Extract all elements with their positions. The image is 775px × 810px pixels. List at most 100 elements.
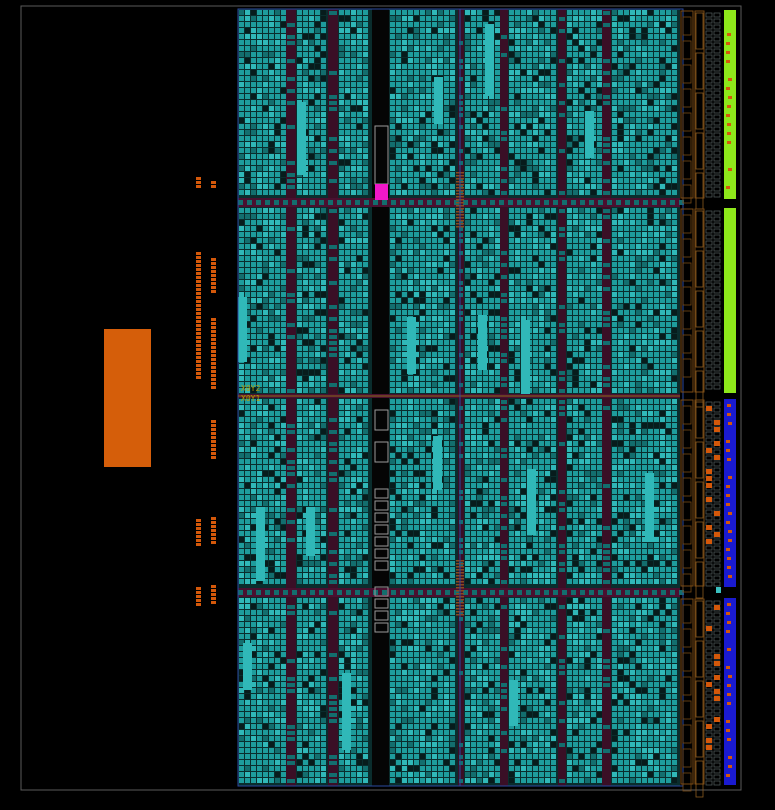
logic-cell xyxy=(533,382,538,387)
logic-cell xyxy=(281,244,286,249)
logic-cell xyxy=(402,549,407,554)
logic-cell xyxy=(245,388,250,393)
logic-cell xyxy=(432,154,437,159)
logic-cell xyxy=(585,250,590,255)
logic-cell xyxy=(303,513,308,518)
logic-cell xyxy=(390,340,395,345)
logic-cell xyxy=(471,160,476,165)
logic-cell xyxy=(402,112,407,117)
logic-cell xyxy=(509,142,514,147)
logic-cell xyxy=(303,543,308,548)
logic-cell xyxy=(501,329,507,333)
logic-cell xyxy=(390,16,395,21)
logic-cell xyxy=(618,184,623,189)
logic-cell xyxy=(275,304,280,309)
logic-cell xyxy=(269,507,274,512)
logic-cell xyxy=(414,316,419,321)
logic-cell xyxy=(660,40,665,45)
logic-cell xyxy=(251,220,256,225)
logic-cell xyxy=(521,304,526,309)
logic-cell xyxy=(501,137,507,141)
logic-cell xyxy=(339,190,344,195)
logic-cell xyxy=(287,508,295,512)
logic-cell xyxy=(495,46,500,51)
logic-cell xyxy=(573,88,578,93)
logic-cell xyxy=(363,256,368,261)
logic-cell xyxy=(495,28,500,33)
logic-cell xyxy=(666,136,671,141)
logic-cell xyxy=(420,405,425,410)
logic-cell xyxy=(390,399,395,404)
logic-cell xyxy=(287,466,295,470)
logic-cell xyxy=(648,346,653,351)
fpga-fabric[interactable] xyxy=(237,8,684,787)
logic-cell xyxy=(251,34,256,39)
logic-cell xyxy=(357,388,362,393)
logic-cell xyxy=(624,94,629,99)
logic-cell xyxy=(402,52,407,57)
logic-cell xyxy=(281,46,286,51)
logic-cell xyxy=(339,280,344,285)
logic-cell xyxy=(559,251,565,255)
logic-cell xyxy=(527,64,532,69)
logic-cell xyxy=(281,447,286,452)
logic-cell xyxy=(426,256,431,261)
logic-cell xyxy=(636,166,641,171)
logic-cell xyxy=(251,358,256,363)
logic-cell xyxy=(432,10,437,15)
logic-cell xyxy=(414,82,419,87)
logic-cell xyxy=(432,513,437,518)
logic-cell xyxy=(426,94,431,99)
logic-cell xyxy=(642,244,647,249)
logic-cell xyxy=(539,178,544,183)
logic-cell xyxy=(432,382,437,387)
logic-cell xyxy=(642,130,647,135)
logic-cell xyxy=(239,543,244,548)
logic-cell xyxy=(351,477,356,482)
logic-cell xyxy=(351,172,356,177)
logic-cell xyxy=(414,268,419,273)
logic-cell xyxy=(648,310,653,315)
clock-region-row[interactable] xyxy=(238,207,677,398)
logic-cell xyxy=(444,52,449,57)
logic-cell xyxy=(438,405,443,410)
logic-cell xyxy=(654,298,659,303)
logic-cell xyxy=(545,244,550,249)
logic-cell xyxy=(465,82,470,87)
logic-cell xyxy=(408,94,413,99)
logic-cell xyxy=(630,376,635,381)
logic-cell xyxy=(465,471,470,476)
logic-cell xyxy=(642,16,647,21)
logic-cell xyxy=(269,46,274,51)
logic-cell xyxy=(251,310,256,315)
logic-cell xyxy=(471,417,476,422)
logic-cell xyxy=(618,382,623,387)
logic-cell xyxy=(251,178,256,183)
logic-cell xyxy=(281,112,286,117)
clock-region-row[interactable] xyxy=(239,398,677,588)
logic-cell xyxy=(339,148,344,153)
logic-cell xyxy=(465,112,470,117)
logic-cell xyxy=(408,100,413,105)
logic-cell xyxy=(426,399,431,404)
logic-cell xyxy=(495,328,500,333)
logic-cell xyxy=(509,352,514,357)
logic-cell xyxy=(450,447,455,452)
logic-cell xyxy=(269,70,274,75)
clock-region-row[interactable] xyxy=(239,9,677,198)
logic-cell xyxy=(567,64,572,69)
logic-cell xyxy=(465,280,470,285)
logic-cell xyxy=(420,429,425,434)
logic-cell xyxy=(612,76,617,81)
logic-cell xyxy=(642,334,647,339)
logic-cell xyxy=(477,220,482,225)
logic-cell xyxy=(363,441,368,446)
logic-cell xyxy=(533,124,538,129)
logic-cell xyxy=(612,346,617,351)
logic-cell xyxy=(432,166,437,171)
logic-cell xyxy=(438,376,443,381)
logic-cell xyxy=(597,160,602,165)
logic-cell xyxy=(654,232,659,237)
logic-cell xyxy=(545,124,550,129)
